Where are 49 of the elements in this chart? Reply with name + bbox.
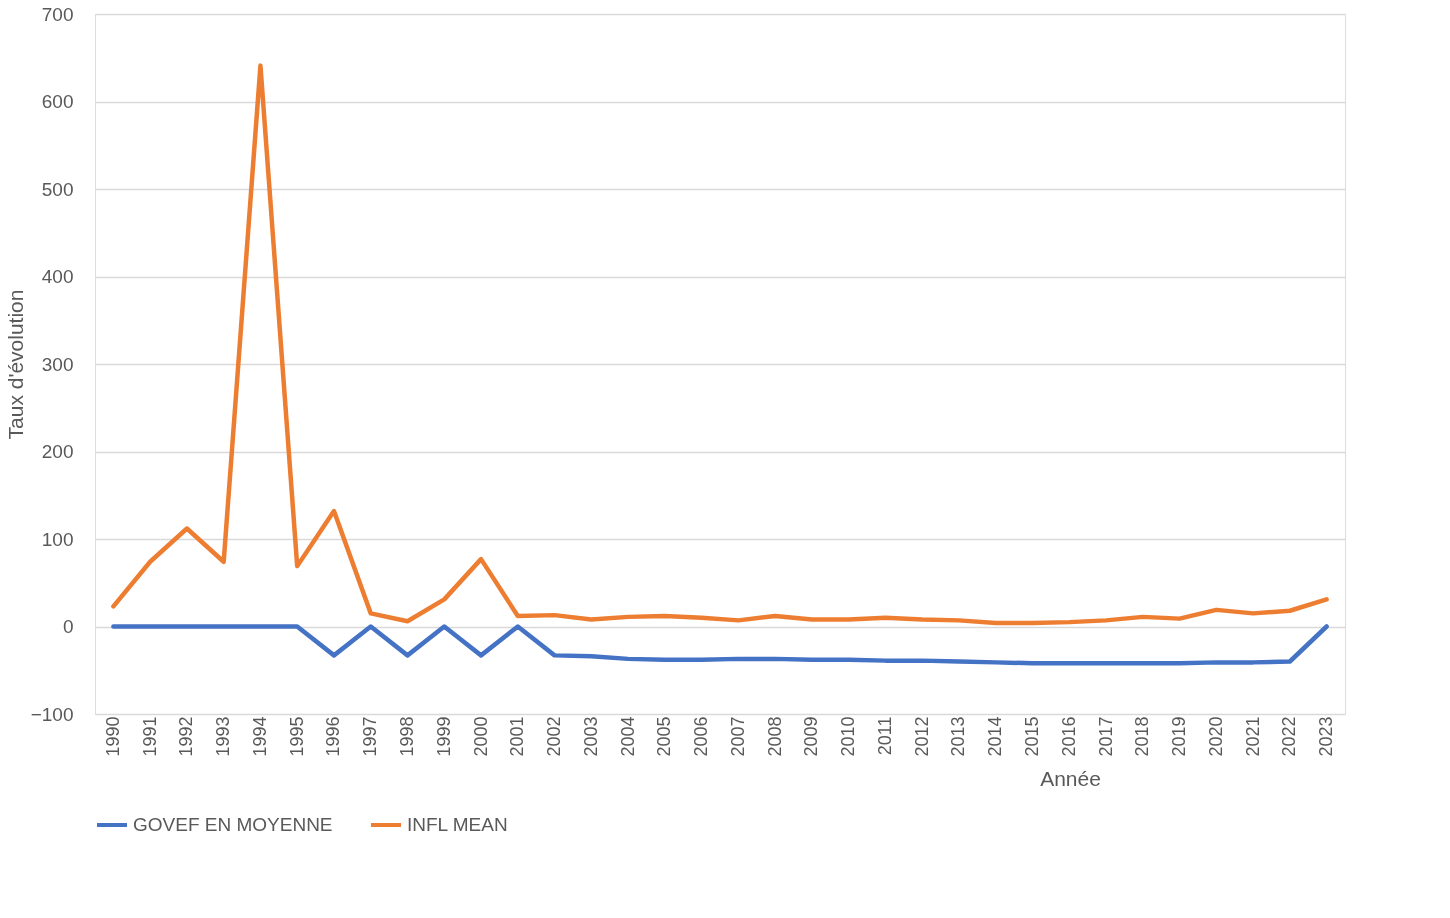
y-tick-label: 700: [41, 3, 74, 25]
x-tick-label: 1996: [323, 716, 344, 757]
x-axis-title: Année: [1040, 766, 1101, 790]
x-tick-label: 2004: [617, 716, 638, 757]
x-tick-label: 2000: [470, 716, 491, 757]
y-axis-title: Taux d'évolution: [3, 289, 27, 440]
x-tick-label: 2021: [1242, 716, 1263, 757]
x-tick-label: 2016: [1058, 716, 1079, 757]
x-tick-label: 1995: [286, 716, 307, 757]
x-tick-label: 2020: [1205, 716, 1226, 757]
y-tick-label: 200: [41, 441, 74, 462]
y-tick-label: −100: [30, 703, 74, 725]
x-tick-label: 2012: [911, 716, 932, 757]
x-tick-label: 2003: [580, 716, 601, 757]
y-tick-label: 100: [41, 528, 74, 550]
x-tick-label: 2018: [1132, 716, 1153, 757]
y-tick-label: 500: [41, 178, 74, 200]
x-tick-label: 1997: [360, 716, 381, 757]
x-tick-label: 2008: [764, 716, 785, 757]
y-tick-label: 400: [41, 266, 74, 287]
x-tick-label: 2014: [985, 716, 1006, 757]
x-tick-label: 2006: [691, 716, 712, 757]
x-tick-label: 2011: [874, 716, 895, 756]
x-tick-label: 2013: [948, 716, 969, 757]
x-tick-label: 2009: [801, 716, 822, 757]
legend-label: INFL MEAN: [407, 814, 508, 835]
x-tick-label: 1993: [213, 716, 234, 757]
x-tick-label: 2017: [1095, 716, 1116, 757]
x-tick-label: 2007: [727, 716, 748, 757]
line-series: [111, 624, 1329, 666]
x-tick-label: 1998: [397, 716, 417, 757]
y-tick-label: 0: [62, 616, 74, 637]
x-tick-label: 2005: [654, 716, 675, 757]
legend-label: GOVEF EN MOYENNE: [133, 814, 333, 835]
x-tick-label: 2019: [1169, 716, 1190, 757]
x-tick-label: 1991: [139, 716, 160, 757]
x-tick-label: 2015: [1022, 716, 1042, 757]
x-tick-label: 1992: [176, 716, 197, 757]
x-tick-label: 1999: [433, 716, 454, 757]
x-tick-label: 2001: [507, 716, 528, 757]
x-tick-label: 1990: [102, 716, 123, 757]
x-tick-label: 2023: [1316, 716, 1337, 757]
line-series: [111, 63, 1329, 626]
x-tick-label: 1994: [249, 716, 270, 757]
y-tick-label: 300: [41, 353, 74, 375]
x-tick-label: 2002: [544, 716, 565, 757]
x-tick-label: 2010: [838, 716, 859, 757]
y-tick-label: 600: [41, 91, 74, 112]
x-tick-label: 2022: [1279, 716, 1300, 757]
